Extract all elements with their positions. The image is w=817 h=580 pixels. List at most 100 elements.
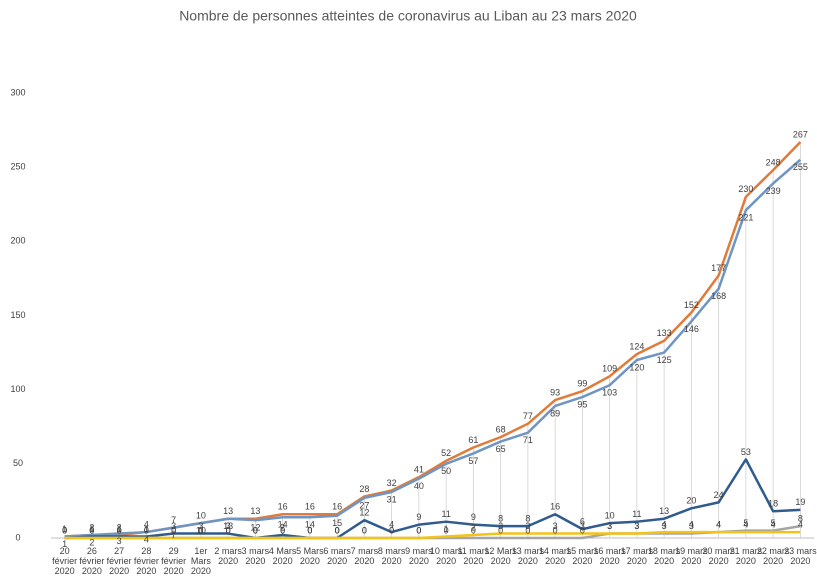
data-label: 0 [198,525,203,535]
x-tick-label: 4 Mars 2020 [268,546,297,566]
data-label: 95 [577,399,587,409]
data-label: 146 [684,324,699,334]
x-tick-label: 28 février 2020 [133,546,159,576]
data-label: 14 [278,520,288,530]
data-label: 0 [171,525,176,535]
data-label: 5 [743,518,748,528]
x-tick-label: 12 Mars 2020 [484,546,517,566]
data-label: 12 [250,523,260,533]
data-label: 0 [117,525,122,535]
x-tick-label: 13 mars 2020 [511,546,545,566]
data-label: 9 [471,512,476,522]
x-tick-label: 22 mars 2020 [756,546,790,566]
data-label: 1 [62,524,67,534]
data-label: 28 [359,484,369,494]
data-label: 68 [496,425,506,435]
data-label: 248 [766,158,781,168]
data-label: 0 [117,525,122,535]
data-label: 0 [389,525,394,535]
data-label: 0 [307,525,312,535]
data-label: 18 [768,499,778,509]
data-label: 2 [89,537,94,547]
series-line [64,458,801,540]
data-label: 0 [253,525,258,535]
data-label: 31 [387,494,397,504]
data-label: 0 [198,525,203,535]
x-tick-label: 20 février 2020 [52,546,78,576]
y-tick-label: 150 [10,310,25,320]
data-label: 0 [553,525,558,535]
data-label: 3 [607,521,612,531]
x-tick-label: 18 mars 2020 [647,546,681,566]
y-tick-label: 50 [13,458,23,468]
data-label: 239 [766,186,781,196]
data-label: 11 [441,509,450,519]
data-label: 0 [362,525,367,535]
x-tick-label: 16 mars 2020 [593,546,626,566]
data-label: 4 [144,534,149,544]
data-label: 3 [634,521,639,531]
data-label: 0 [226,525,231,535]
data-label: 0 [335,525,340,535]
data-label: 3 [580,521,585,531]
x-tick-label: 15 mars 2020 [566,546,599,566]
data-label: 2 [471,522,476,532]
data-label: 3 [171,521,176,531]
data-label: 50 [441,466,451,476]
data-label: 99 [577,379,587,389]
data-label: 230 [738,184,753,194]
data-label: 120 [629,362,644,372]
data-label: 7 [171,515,176,525]
data-label: 24 [714,490,724,500]
data-label: 19 [795,497,805,507]
data-label: 125 [657,355,672,365]
data-label: 65 [496,444,506,454]
x-tick-label: 23 mars 2020 [784,546,817,566]
data-label: 3 [607,521,612,531]
y-tick-label: 300 [10,87,25,97]
data-label: 4 [389,519,394,529]
x-tick-label: 26 février 2020 [79,546,105,576]
data-label: 8 [498,514,503,524]
series-line [64,158,802,538]
x-tick-label: 8 mars 2020 [377,546,406,566]
x-tick-label: 20 mars 2020 [702,546,735,566]
data-label: 0 [335,525,340,535]
data-label: 16 [278,502,288,512]
data-label: 0 [416,525,421,535]
data-label: 4 [716,519,721,529]
data-label: 0 [525,525,530,535]
data-label: 16 [332,502,342,512]
data-label: 2 [280,522,285,532]
data-label: 0 [62,525,67,535]
data-label: 6 [580,516,585,526]
data-label: 71 [523,435,533,445]
data-label: 53 [741,447,751,457]
x-tick-label: 2 mars 2020 [214,546,242,566]
data-label: 3 [498,521,503,531]
data-label: 4 [662,519,667,529]
data-label: 255 [793,162,808,172]
data-label: 0 [144,525,149,535]
x-tick-label: 6 mars 2020 [323,546,351,566]
data-label: 0 [580,525,585,535]
x-tick-label: 1er Mars 2020 [190,546,211,576]
data-label: 13 [250,506,260,516]
data-label: 20 [686,496,696,506]
data-label: 0 [62,525,67,535]
x-tick-label: 9 mars 2020 [405,546,433,566]
data-label: 13 [223,521,233,531]
data-label: 0 [362,525,367,535]
data-label: 12 [359,508,369,518]
data-label: 177 [711,263,726,273]
y-tick-label: 100 [10,384,25,394]
data-label: 3 [553,521,558,531]
data-label: 3 [525,521,530,531]
data-label: 1 [117,524,122,534]
data-label: 3 [226,521,231,531]
data-label: 3 [117,536,122,546]
series-line [64,530,801,540]
data-label: 11 [632,509,641,519]
data-label: 0 [226,525,231,535]
data-label: 168 [711,291,726,301]
